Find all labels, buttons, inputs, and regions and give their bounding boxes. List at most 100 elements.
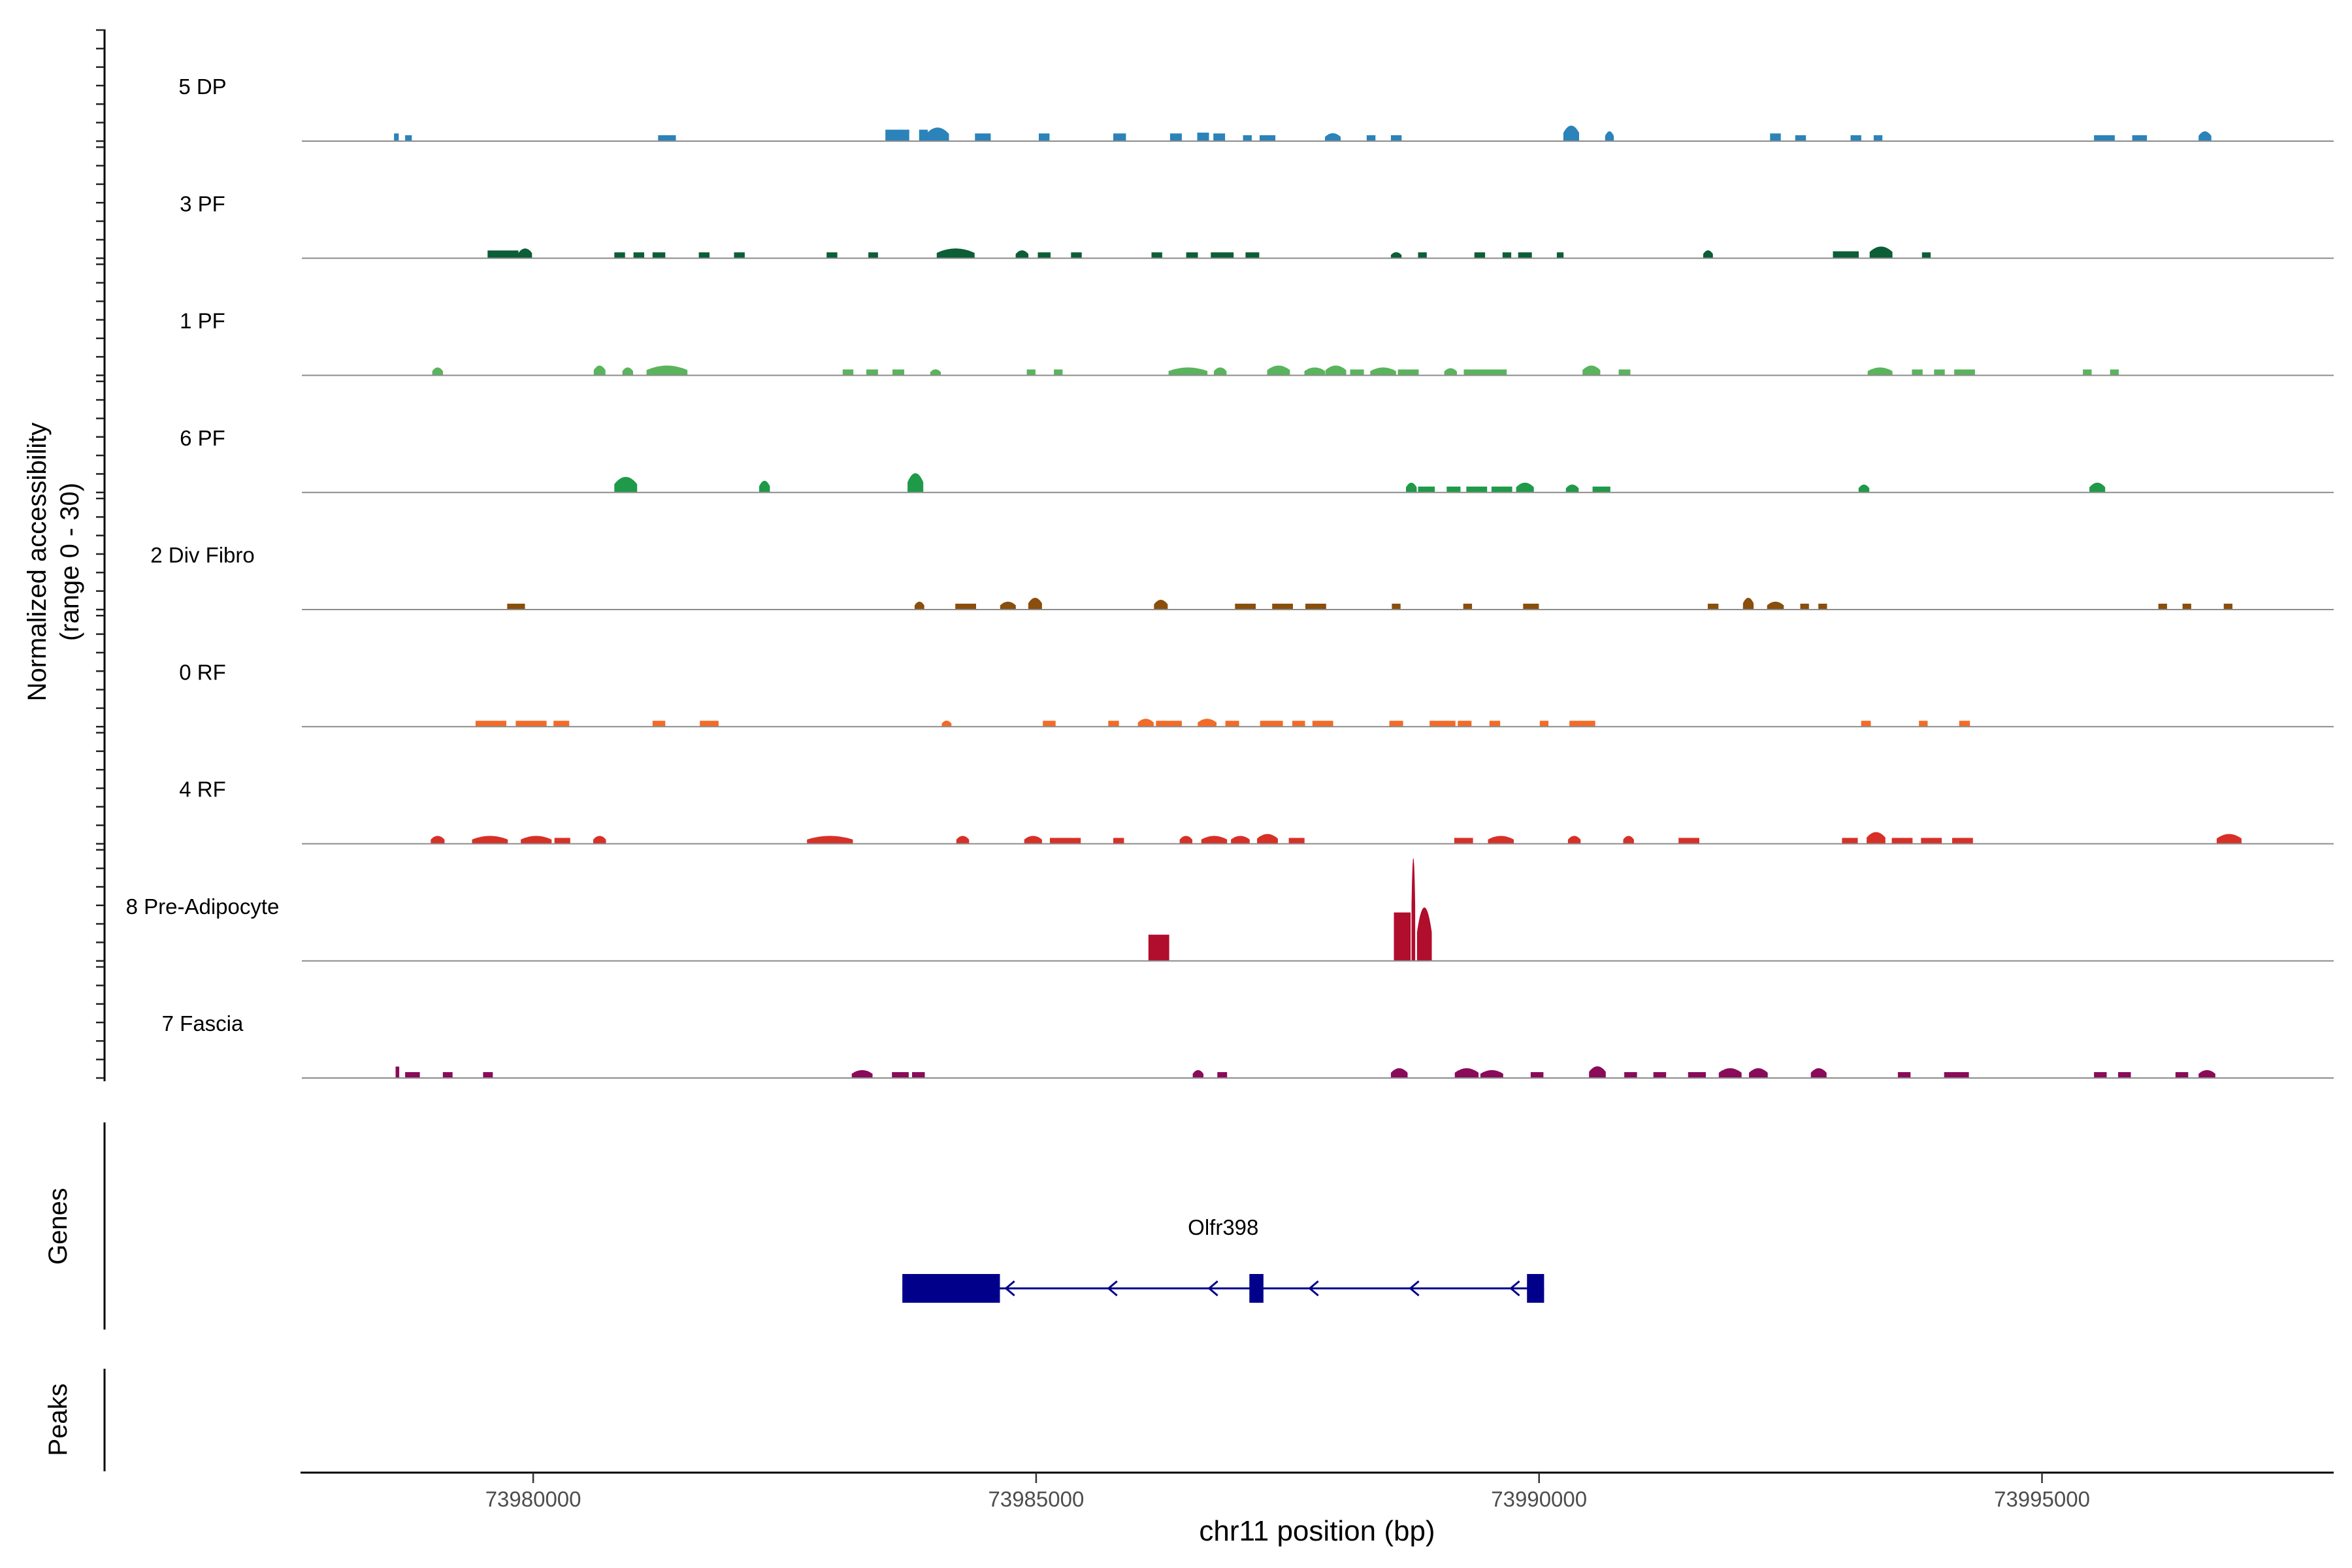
- coverage-peak: [1043, 721, 1056, 727]
- coverage-peak: [892, 1072, 909, 1079]
- strand-arrow: [1004, 1280, 1015, 1297]
- coverage-peak: [1919, 721, 1928, 727]
- coverage-peak: [1071, 252, 1082, 259]
- x-tick-label: 73995000: [1994, 1487, 2090, 1511]
- coverage-peak: [483, 1072, 493, 1079]
- coverage-peak: [1406, 482, 1417, 493]
- coverage-peak: [1688, 1072, 1706, 1079]
- coverage-peak: [432, 367, 443, 376]
- coverage-peak: [1288, 838, 1305, 844]
- coverage-peak: [1350, 369, 1364, 376]
- coverage-peak: [885, 129, 909, 142]
- coverage-peak: [1198, 719, 1217, 727]
- coverage-peak: [1605, 131, 1614, 142]
- coverage-peak: [1623, 836, 1634, 844]
- coverage-peak: [1257, 834, 1278, 844]
- coverage-peak: [1418, 486, 1435, 493]
- coverage-peak: [1217, 1072, 1228, 1079]
- peaks-track-label: Peaks: [44, 1383, 73, 1456]
- coverage-peak: [2223, 604, 2232, 610]
- coverage-peak: [658, 135, 676, 142]
- coverage-peak: [1458, 721, 1472, 727]
- coverage-peak: [614, 477, 638, 493]
- coverage-peak: [1850, 135, 1861, 142]
- track-0: 5 DP: [178, 74, 2334, 142]
- track-3: 6 PF: [180, 426, 2334, 493]
- coverage-peak: [1582, 365, 1601, 376]
- coverage-peak: [1028, 598, 1042, 610]
- gene-olfr398: Olfr398: [902, 1215, 1544, 1303]
- coverage-peak: [698, 252, 710, 259]
- coverage-peak: [431, 836, 445, 844]
- coverage-peak: [930, 369, 941, 376]
- x-axis-ticks: 73980000 73985000 73990000 73995000: [485, 1473, 2090, 1511]
- coverage-peak: [1446, 486, 1461, 493]
- coverage-peak: [1389, 721, 1403, 727]
- coverage-peak: [614, 252, 625, 259]
- coverage-peak: [1394, 912, 1411, 962]
- coverage-peak: [1366, 135, 1376, 142]
- coverage-peak: [1810, 1068, 1827, 1079]
- coverage-peak: [1489, 721, 1501, 727]
- coverage-peak: [2182, 604, 2191, 610]
- coverage-peak: [1169, 133, 1182, 142]
- coverage-peak: [1921, 252, 1931, 259]
- coverage-peak: [507, 604, 525, 610]
- strand-arrow: [1509, 1280, 1520, 1297]
- track-label: 0 RF: [179, 660, 226, 684]
- gene-exon: [1249, 1274, 1264, 1303]
- track-label: 4 RF: [179, 777, 226, 802]
- coverage-peak: [1869, 246, 1893, 259]
- coverage-peak: [1137, 719, 1154, 727]
- coverage-peak: [1678, 838, 1699, 844]
- coverage-peak: [1800, 604, 1809, 610]
- coverage-peak: [622, 367, 633, 376]
- coverage-peak: [1463, 604, 1473, 610]
- coverage-peak: [1959, 721, 1970, 727]
- track-label: 3 PF: [180, 191, 225, 216]
- track-label: 2 Div Fibro: [150, 543, 255, 567]
- coverage-peak: [1151, 252, 1162, 259]
- coverage-peak: [1897, 1072, 1911, 1079]
- coverage-peak: [593, 365, 606, 376]
- coverage-peak: [1231, 836, 1250, 844]
- coverage-peak: [1397, 369, 1419, 376]
- coverage-peak: [1392, 604, 1401, 610]
- track-8: 7 Fascia: [162, 1011, 2334, 1079]
- coverage-peak: [1482, 369, 1507, 376]
- coverage-peak: [633, 252, 644, 259]
- coverage-peak: [1454, 1068, 1479, 1079]
- coverage-peak: [1050, 838, 1081, 844]
- gene-exon: [1527, 1274, 1544, 1303]
- coverage-peak: [1267, 365, 1290, 376]
- coverage-peak: [405, 1072, 420, 1079]
- coverage-peak: [975, 133, 991, 142]
- coverage-peak: [1563, 125, 1579, 142]
- track-1: 3 PF: [180, 191, 2334, 259]
- x-tick-label: 73980000: [485, 1487, 581, 1511]
- coverage-peak: [1770, 133, 1781, 142]
- coverage-peak: [907, 473, 924, 493]
- coverage-peak: [1944, 1072, 1969, 1079]
- coverage-peak: [936, 248, 975, 259]
- coverage-peak: [1653, 1072, 1667, 1079]
- coverage-peak: [926, 127, 949, 142]
- coverage-peak: [1186, 252, 1198, 259]
- coverage-peak: [1934, 369, 1945, 376]
- coverage-peak: [652, 252, 666, 259]
- coverage-peak: [1818, 604, 1827, 610]
- coverage-peak: [1624, 1072, 1637, 1079]
- coverage-peak: [475, 721, 506, 727]
- track-label: 8 Pre-Adipocyte: [126, 894, 280, 919]
- coverage-peak: [1418, 252, 1427, 259]
- y-axis-label: Normalized accessibility: [23, 423, 52, 702]
- coverage-peak: [1530, 1072, 1544, 1079]
- coverage-peak: [1113, 133, 1126, 142]
- coverage-peak: [912, 1072, 925, 1079]
- coverage-peak: [807, 836, 853, 844]
- coverage-peak: [1024, 836, 1042, 844]
- coverage-peak: [1201, 836, 1228, 844]
- strand-arrow: [1107, 1280, 1118, 1297]
- track-label: 6 PF: [180, 426, 225, 450]
- coverage-peak: [1491, 486, 1512, 493]
